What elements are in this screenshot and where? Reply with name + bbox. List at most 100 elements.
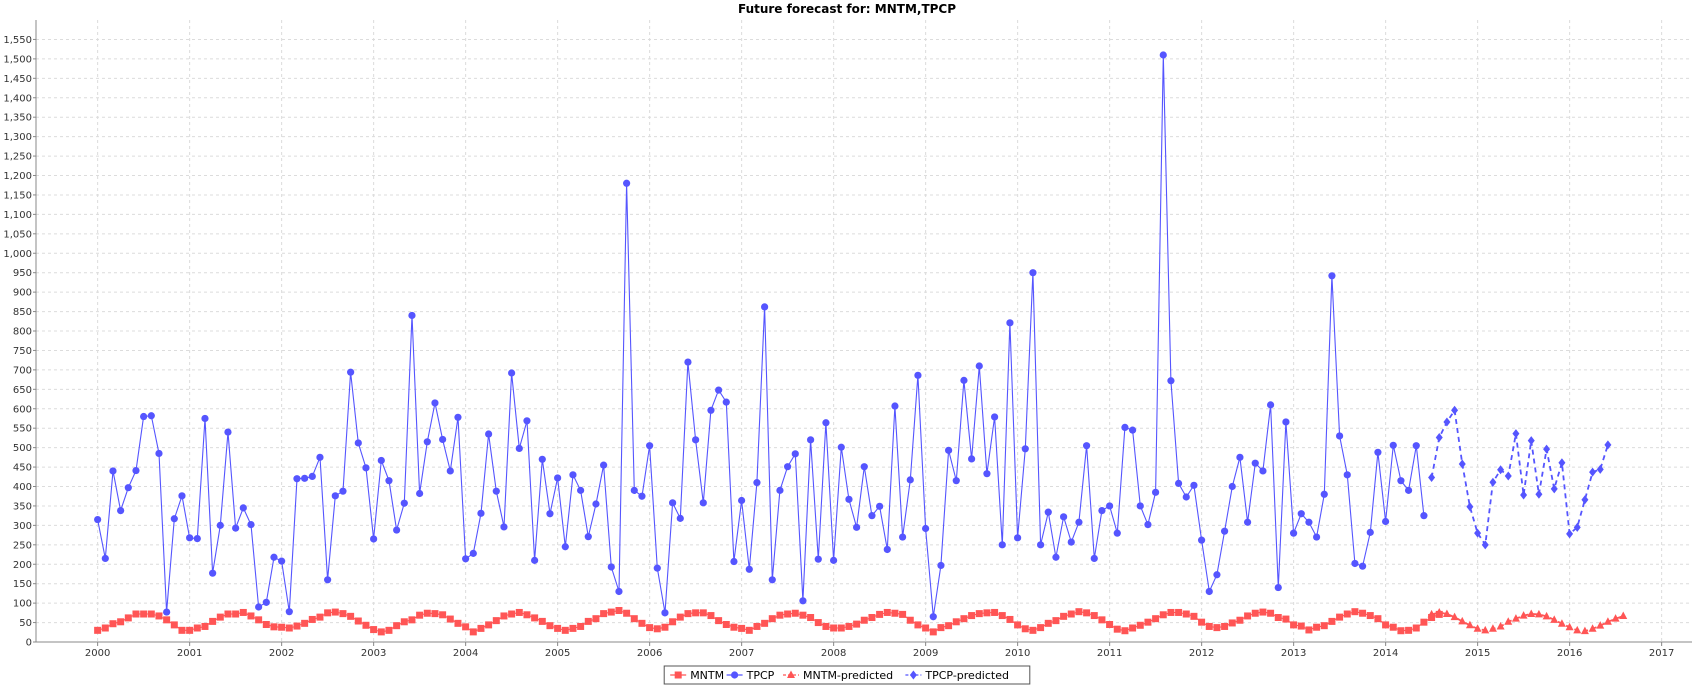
data-point-mntm [416, 611, 424, 619]
data-point-mntm [1397, 627, 1405, 635]
data-point-tpcp [1029, 269, 1037, 277]
data-point-mntm [1075, 608, 1083, 616]
data-point-mntm [362, 621, 370, 629]
data-point-mntm [347, 612, 355, 620]
x-tick-label: 2001 [177, 648, 202, 659]
data-point-mntm [968, 612, 976, 620]
data-point-tpcp-predicted [1596, 464, 1604, 474]
data-point-tpcp [1366, 528, 1374, 536]
data-point-mntm [1144, 618, 1152, 626]
data-point-tpcp [1343, 471, 1351, 479]
data-point-tpcp [707, 406, 715, 414]
data-point-mntm-predicted [1473, 624, 1482, 632]
y-tick-label: 250 [13, 540, 32, 551]
data-point-mntm [1021, 625, 1029, 633]
y-tick-label: 100 [13, 599, 32, 610]
data-point-mntm [607, 608, 615, 616]
data-point-tpcp [1006, 319, 1014, 327]
data-point-tpcp [1174, 479, 1183, 487]
data-point-tpcp [1190, 481, 1198, 489]
data-point-mntm [707, 612, 715, 620]
data-point-tpcp [960, 376, 968, 384]
data-point-tpcp [1197, 536, 1206, 544]
data-point-mntm [1420, 618, 1428, 626]
data-point-tpcp-predicted [1550, 484, 1558, 494]
data-point-tpcp [822, 419, 830, 427]
data-point-tpcp-predicted [1581, 495, 1589, 505]
data-point-tpcp [799, 597, 807, 605]
data-point-mntm [178, 626, 186, 634]
data-point-mntm [1313, 623, 1321, 631]
data-point-tpcp [301, 474, 309, 482]
data-point-mntm [1320, 622, 1328, 630]
data-point-tpcp [899, 533, 907, 541]
data-point-mntm [1205, 622, 1213, 630]
data-point-tpcp [577, 486, 585, 494]
data-point-mntm [1259, 608, 1267, 616]
data-point-mntm [998, 612, 1006, 620]
data-point-tpcp [830, 556, 838, 564]
data-point-tpcp [239, 504, 247, 512]
data-point-mntm-predicted [1573, 625, 1582, 634]
data-point-mntm [960, 615, 968, 623]
data-point-mntm [738, 624, 746, 632]
data-point-tpcp [983, 470, 991, 478]
data-point-mntm-predicted [1504, 617, 1513, 625]
data-point-mntm [699, 609, 707, 617]
data-point-tpcp [1335, 432, 1344, 440]
data-point-mntm [546, 622, 554, 630]
series-line-tpcp-predicted [1430, 407, 1609, 548]
data-point-mntm [255, 616, 263, 624]
data-point-tpcp [1236, 453, 1244, 461]
y-tick-label: 600 [13, 404, 32, 415]
data-point-mntm-predicted [1619, 611, 1628, 619]
data-point-tpcp [929, 613, 937, 621]
data-point-mntm [1389, 623, 1397, 631]
data-point-mntm [308, 615, 316, 623]
y-tick-label: 50 [19, 618, 32, 629]
data-point-mntm [600, 610, 608, 618]
data-point-mntm [163, 616, 171, 624]
y-tick-label: 1,450 [3, 74, 32, 85]
data-point-tpcp [745, 565, 753, 573]
y-tick-label: 0 [26, 638, 32, 649]
data-point-tpcp [1167, 377, 1175, 385]
data-point-tpcp [761, 303, 769, 311]
data-point-mntm [899, 610, 907, 618]
data-point-mntm [876, 610, 884, 618]
data-point-mntm-predicted [1488, 624, 1497, 632]
data-point-mntm-predicted [1481, 625, 1490, 634]
data-point-mntm [692, 609, 700, 617]
data-point-mntm [147, 610, 155, 618]
data-point-mntm [117, 618, 125, 626]
data-point-tpcp [1289, 529, 1298, 537]
data-point-tpcp [347, 368, 355, 376]
data-point-mntm [1159, 611, 1167, 619]
data-point-mntm [400, 618, 408, 626]
data-point-mntm [370, 626, 378, 634]
data-point-mntm [1167, 608, 1175, 616]
data-point-mntm [500, 612, 508, 620]
data-point-tpcp [492, 487, 500, 495]
data-point-mntm [1136, 621, 1144, 629]
data-point-tpcp [1374, 448, 1382, 456]
data-point-mntm [1328, 617, 1336, 625]
x-tick-label: 2000 [85, 648, 110, 659]
data-point-tpcp [768, 576, 776, 584]
x-tick-label: 2016 [1557, 648, 1582, 659]
legend-marker-mntm [674, 671, 682, 679]
data-point-mntm [446, 615, 454, 623]
data-point-mntm [270, 623, 278, 631]
data-point-tpcp [1259, 467, 1267, 475]
data-point-mntm-predicted [1611, 614, 1620, 622]
data-point-mntm [1244, 612, 1252, 620]
data-point-mntm [715, 617, 723, 625]
data-point-mntm [515, 608, 523, 616]
data-point-mntm-predicted [1435, 607, 1444, 616]
data-point-mntm [1106, 621, 1114, 629]
data-point-mntm [1274, 614, 1282, 622]
x-tick-label: 2010 [1005, 648, 1030, 659]
data-point-tpcp [1136, 502, 1144, 510]
data-point-tpcp [1121, 423, 1129, 432]
data-point-mntm [991, 608, 999, 616]
